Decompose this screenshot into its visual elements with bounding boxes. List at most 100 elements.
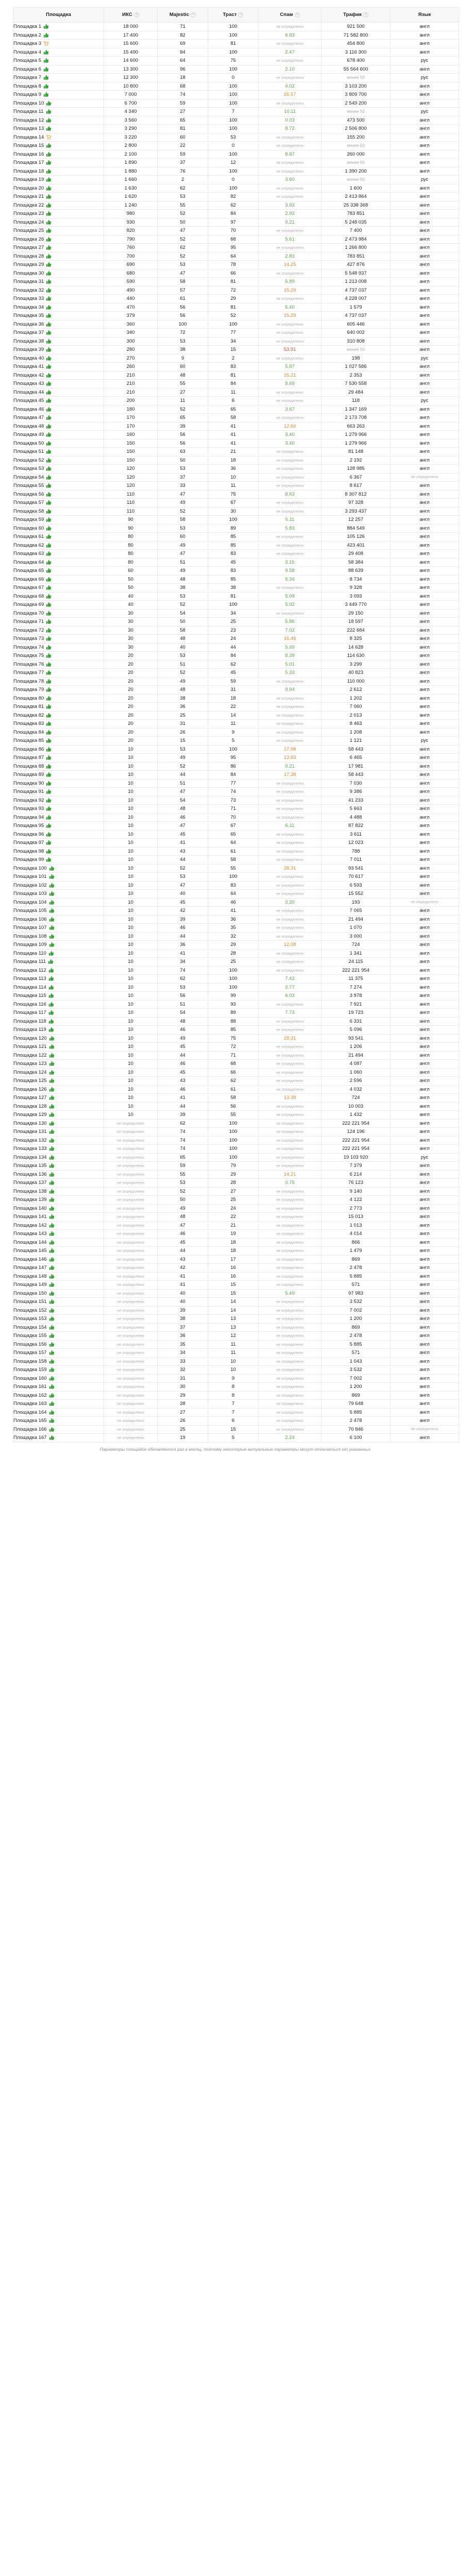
- site-cell[interactable]: Площадка 26: [13, 234, 104, 244]
- thumbs-up-icon[interactable]: [49, 1350, 55, 1355]
- thumbs-up-icon[interactable]: [49, 1342, 55, 1347]
- table-row[interactable]: Площадка 105 10 42 41 не определено 7 065 англ: [13, 906, 459, 916]
- table-row[interactable]: Площадка 99 10 44 58 не определено 7 011 англ: [13, 855, 459, 865]
- thumbs-up-icon[interactable]: [46, 636, 52, 641]
- site-cell[interactable]: Площадка 166: [13, 1425, 104, 1434]
- site-cell[interactable]: Площадка 93: [13, 804, 104, 814]
- thumbs-up-icon[interactable]: [43, 49, 49, 55]
- site-cell[interactable]: Площадка 99: [13, 855, 104, 865]
- thumbs-up-icon[interactable]: [48, 993, 54, 998]
- table-row[interactable]: Площадка 97 10 41 64 не определено 12 023 англ: [13, 838, 459, 848]
- table-row[interactable]: Площадка 107 10 46 35 не определено 1 070 англ: [13, 923, 459, 933]
- thumbs-up-icon[interactable]: [48, 976, 54, 981]
- site-cell[interactable]: Площадка 84: [13, 727, 104, 737]
- site-cell[interactable]: Площадка 91: [13, 787, 104, 796]
- table-row[interactable]: Площадка 132 не определено 74 100 не определ…: [13, 1136, 459, 1145]
- site-cell[interactable]: Площадка 144: [13, 1238, 104, 1247]
- thumbs-up-icon[interactable]: [46, 262, 52, 267]
- table-row[interactable]: Площадка 154 не определено 37 13 не определе…: [13, 1323, 459, 1332]
- table-row[interactable]: Площадка 160 не определено 31 9 не определен…: [13, 1374, 459, 1383]
- site-cell[interactable]: Площадка 53: [13, 464, 104, 473]
- site-cell[interactable]: Площадка 39: [13, 345, 104, 354]
- thumbs-up-icon[interactable]: [48, 1019, 54, 1024]
- thumbs-up-icon[interactable]: [46, 534, 52, 539]
- thumbs-up-icon[interactable]: [49, 1240, 55, 1245]
- table-row[interactable]: Площадка 64 80 51 45 3.15 58 384 англ: [13, 557, 459, 567]
- table-row[interactable]: Площадка 19 1 660 2 0 3.60 менее 50 рус: [13, 175, 459, 184]
- thumbs-up-icon[interactable]: [49, 1393, 55, 1398]
- site-cell[interactable]: Площадка 137: [13, 1178, 104, 1188]
- site-cell[interactable]: Площадка 48: [13, 421, 104, 431]
- site-cell[interactable]: Площадка 111: [13, 957, 104, 967]
- shopping-cart-icon[interactable]: [43, 41, 49, 46]
- table-row[interactable]: Площадка 127 10 41 58 13.38 724 англ: [13, 1093, 459, 1103]
- site-cell[interactable]: Площадка 102: [13, 880, 104, 890]
- thumbs-up-icon[interactable]: [46, 823, 52, 828]
- site-cell[interactable]: Площадка 127: [13, 1093, 104, 1103]
- site-cell[interactable]: Площадка 131: [13, 1127, 104, 1137]
- site-cell[interactable]: Площадка 126: [13, 1084, 104, 1094]
- thumbs-up-icon[interactable]: [46, 168, 52, 174]
- thumbs-up-icon[interactable]: [43, 92, 49, 97]
- thumbs-up-icon[interactable]: [46, 585, 52, 590]
- site-cell[interactable]: Площадка 100: [13, 863, 104, 873]
- site-cell[interactable]: Площадка 163: [13, 1399, 104, 1409]
- site-cell[interactable]: Площадка 130: [13, 1118, 104, 1128]
- thumbs-up-icon[interactable]: [46, 228, 52, 233]
- site-cell[interactable]: Площадка 17: [13, 158, 104, 167]
- thumbs-up-icon[interactable]: [49, 1308, 55, 1313]
- site-cell[interactable]: Площадка 64: [13, 557, 104, 567]
- thumbs-up-icon[interactable]: [49, 1104, 55, 1109]
- thumbs-up-icon[interactable]: [49, 1197, 55, 1202]
- thumbs-up-icon[interactable]: [46, 474, 52, 480]
- table-row[interactable]: Площадка 68 40 53 81 5.09 3 093 англ: [13, 591, 459, 601]
- site-cell[interactable]: Площадка 114: [13, 982, 104, 992]
- table-row[interactable]: Площадка 110 10 41 28 не определено 1 341 англ: [13, 948, 459, 958]
- thumbs-up-icon[interactable]: [46, 372, 52, 378]
- table-row[interactable]: Площадка 146 не определено 43 17 не определе…: [13, 1255, 459, 1264]
- site-cell[interactable]: Площадка 55: [13, 481, 104, 490]
- site-cell[interactable]: Площадка 162: [13, 1391, 104, 1400]
- site-cell[interactable]: Площадка 141: [13, 1212, 104, 1222]
- table-row[interactable]: Площадка 155 не определено 36 12 не определе…: [13, 1331, 459, 1341]
- site-cell[interactable]: Площадка 151: [13, 1297, 104, 1307]
- thumbs-up-icon[interactable]: [46, 177, 52, 182]
- site-cell[interactable]: Площадка 52: [13, 455, 104, 465]
- table-row[interactable]: Площадка 2 17 400 82 100 6.83 71 582 800 англ: [13, 30, 459, 40]
- table-row[interactable]: Площадка 159 не определено 32 10 не определе…: [13, 1365, 459, 1375]
- thumbs-up-icon[interactable]: [48, 1010, 54, 1015]
- table-row[interactable]: Площадка 29 690 53 78 14.25 427 876 англ: [13, 260, 459, 269]
- thumbs-up-icon[interactable]: [46, 568, 52, 573]
- table-row[interactable]: Площадка 36 360 100 100 не определено 605 446…: [13, 319, 459, 329]
- site-cell[interactable]: Площадка 88: [13, 761, 104, 771]
- site-cell[interactable]: Площадка 103: [13, 889, 104, 899]
- thumbs-up-icon[interactable]: [46, 815, 52, 820]
- thumbs-up-icon[interactable]: [46, 143, 52, 148]
- site-cell[interactable]: Площадка 115: [13, 991, 104, 1001]
- table-row[interactable]: Площадка 98 10 43 61 не определено 788 англ: [13, 846, 459, 856]
- table-row[interactable]: Площадка 18 1 880 76 100 не определено 1 390 …: [13, 166, 459, 176]
- site-cell[interactable]: Площадка 142: [13, 1221, 104, 1230]
- site-cell[interactable]: Площадка 21: [13, 192, 104, 201]
- thumbs-up-icon[interactable]: [49, 1265, 55, 1270]
- table-row[interactable]: Площадка 119 10 46 85 не определено 5 096 англ: [13, 1025, 459, 1035]
- help-icon[interactable]: ?: [238, 12, 244, 18]
- site-cell[interactable]: Площадка 147: [13, 1263, 104, 1273]
- thumbs-up-icon[interactable]: [49, 874, 55, 879]
- site-cell[interactable]: Площадка 161: [13, 1382, 104, 1392]
- table-row[interactable]: Площадка 164 не определено 27 7 не определен…: [13, 1408, 459, 1417]
- site-cell[interactable]: Площадка 109: [13, 940, 104, 950]
- site-cell[interactable]: Площадка 101: [13, 872, 104, 882]
- thumbs-up-icon[interactable]: [46, 270, 52, 276]
- thumbs-up-icon[interactable]: [46, 330, 52, 335]
- site-cell[interactable]: Площадка 149: [13, 1280, 104, 1290]
- thumbs-up-icon[interactable]: [49, 1095, 55, 1100]
- table-row[interactable]: Площадка 15 2 800 22 0 не определено менее 50…: [13, 141, 459, 150]
- site-cell[interactable]: Площадка 72: [13, 625, 104, 635]
- table-row[interactable]: Площадка 41 260 60 83 5.87 1 027 586 англ: [13, 362, 459, 371]
- thumbs-up-icon[interactable]: [46, 840, 52, 845]
- thumbs-up-icon[interactable]: [43, 32, 49, 38]
- site-cell[interactable]: Площадка 31: [13, 277, 104, 286]
- table-row[interactable]: Площадка 157 не определено 34 11 не определе…: [13, 1348, 459, 1358]
- site-cell[interactable]: Площадка 29: [13, 260, 104, 269]
